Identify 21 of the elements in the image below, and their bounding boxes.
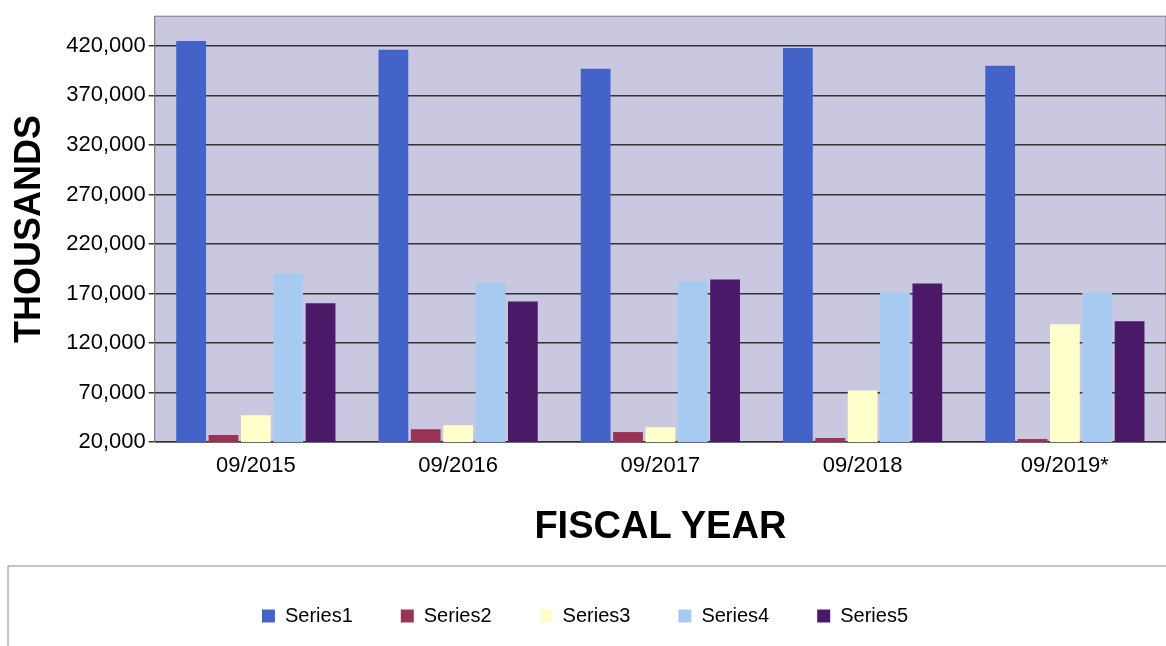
x-tick-label: 09/2015 xyxy=(216,452,296,478)
y-tick-label: 320,000 xyxy=(66,130,146,156)
x-tick-label: 09/2016 xyxy=(418,452,498,478)
legend-label: Series2 xyxy=(423,603,492,626)
y-tick-label: 70,000 xyxy=(78,378,146,404)
x-tick-label: 09/2018 xyxy=(822,452,903,478)
legend-label: Series5 xyxy=(840,603,909,626)
y-tick-label: 120,000 xyxy=(66,329,146,355)
x-tick-label: 09/2019* xyxy=(1020,452,1110,478)
y-tick-label: 420,000 xyxy=(66,31,146,57)
x-axis-title: FISCAL YEAR xyxy=(534,503,787,546)
y-tick-label: 370,000 xyxy=(66,81,146,107)
legend-label: Series3 xyxy=(562,603,631,626)
y-axis-title: THOUSANDS xyxy=(6,115,48,344)
legend-label: Series4 xyxy=(701,603,770,626)
y-tick-label: 220,000 xyxy=(66,230,146,256)
y-tick-label: 170,000 xyxy=(66,279,146,305)
legend-label: Series1 xyxy=(284,603,353,626)
y-tick-label: 270,000 xyxy=(66,180,146,206)
y-tick-label: 20,000 xyxy=(78,428,146,454)
x-tick-label: 09/2017 xyxy=(620,452,701,478)
